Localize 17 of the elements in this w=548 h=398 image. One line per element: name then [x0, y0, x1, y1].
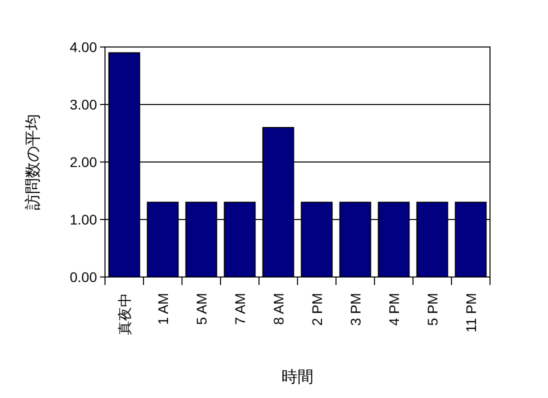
x-axis-title: 時間: [282, 368, 314, 386]
x-tick-label: 5 PM: [424, 293, 440, 326]
y-axis-title: 訪問数の平均: [24, 114, 42, 210]
y-tick-label: 3.00: [70, 96, 98, 112]
x-tick-label: 真夜中: [116, 293, 132, 335]
y-tick-label: 4.00: [70, 39, 98, 55]
x-tick-label: 4 PM: [386, 293, 402, 326]
y-tick-label: 2.00: [70, 154, 98, 170]
y-tick-label: 0.00: [70, 269, 98, 285]
x-tick-label: 7 AM: [232, 293, 248, 325]
y-tick-label: 1.00: [70, 212, 98, 228]
x-tick-label: 8 AM: [270, 293, 286, 325]
x-tick-label: 5 AM: [193, 293, 210, 325]
x-tick-label: 1 AM: [154, 293, 171, 325]
x-tick-label: 2 PM: [308, 293, 325, 326]
x-tick-label: 11 PM: [462, 293, 479, 332]
x-tick-label: 3 PM: [347, 293, 364, 326]
